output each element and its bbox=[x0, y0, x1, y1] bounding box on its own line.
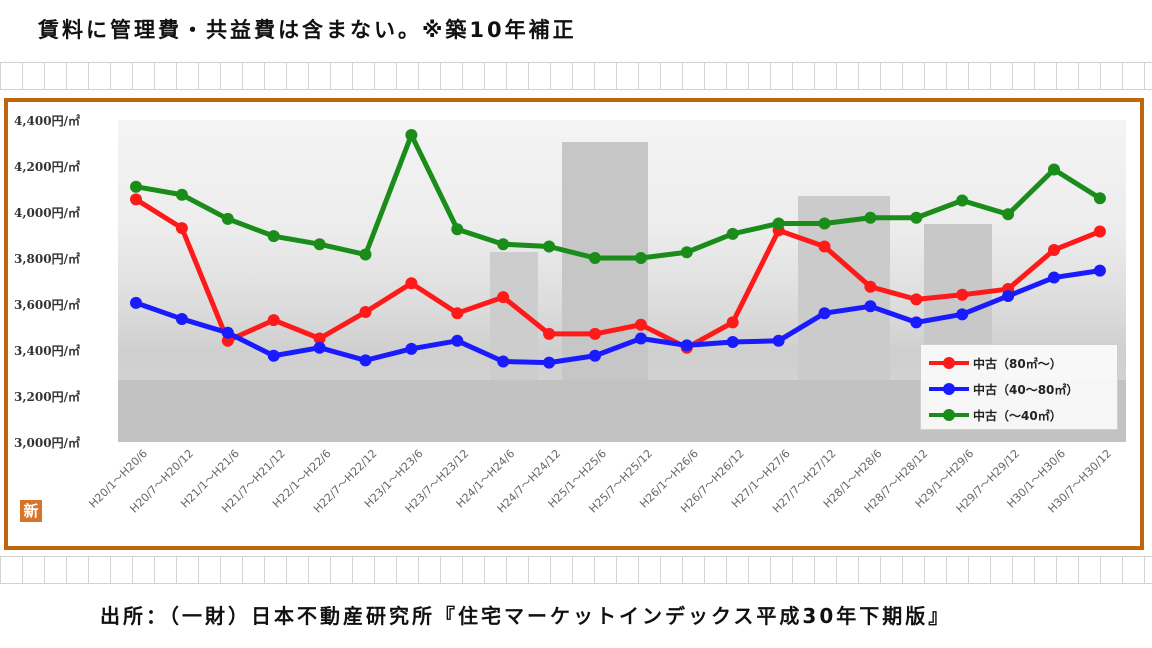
data-point bbox=[497, 355, 510, 368]
data-point bbox=[130, 296, 142, 309]
legend-entry-red: 中古（80㎡～） bbox=[929, 351, 1062, 375]
y-tick-label: 3,200円/㎡ bbox=[14, 390, 80, 404]
data-point bbox=[956, 288, 969, 301]
data-point bbox=[772, 217, 785, 230]
data-point bbox=[818, 240, 831, 253]
data-point bbox=[726, 316, 739, 329]
data-point bbox=[956, 308, 969, 321]
data-point bbox=[221, 326, 234, 339]
data-point bbox=[313, 341, 326, 354]
new-badge-icon: 新 bbox=[20, 500, 42, 522]
data-point bbox=[451, 307, 464, 320]
data-point bbox=[864, 211, 877, 224]
header-grid-band bbox=[0, 62, 1152, 90]
data-point bbox=[634, 318, 647, 331]
legend-entry-blue: 中古（40～80㎡） bbox=[929, 377, 1078, 401]
data-point bbox=[1048, 243, 1060, 256]
data-point bbox=[543, 356, 556, 369]
data-point bbox=[313, 238, 326, 251]
data-point bbox=[543, 240, 556, 253]
y-tick-label: 4,200円/㎡ bbox=[14, 160, 80, 174]
series-line-2 bbox=[135, 132, 1102, 261]
line-chart: H20/1～H20/6H20/7～H20/12H21/1～H21/6H21/7～… bbox=[87, 128, 1114, 515]
data-point bbox=[359, 354, 372, 367]
data-point bbox=[451, 223, 464, 236]
legend-label: 中古（～40㎡） bbox=[973, 408, 1062, 423]
data-point bbox=[634, 252, 647, 264]
data-point bbox=[130, 193, 142, 206]
legend-swatch-red bbox=[929, 357, 969, 369]
legend-label: 中古（80㎡～） bbox=[973, 356, 1062, 371]
chart-legend: 中古（80㎡～） 中古（40～80㎡） 中古（～40㎡） bbox=[920, 344, 1118, 430]
y-tick-label: 3,600円/㎡ bbox=[14, 298, 80, 312]
data-point bbox=[130, 180, 142, 193]
data-point bbox=[175, 188, 188, 201]
data-point bbox=[359, 306, 372, 319]
data-point bbox=[451, 334, 464, 347]
footer-grid-band bbox=[0, 556, 1152, 584]
data-point bbox=[1093, 264, 1106, 277]
data-point bbox=[267, 314, 280, 327]
chart-frame: H20/1～H20/6 H20/7～H20/12 H21/1～H21/6 H21/7～… bbox=[4, 98, 1144, 550]
data-point bbox=[726, 335, 739, 348]
data-point bbox=[405, 128, 418, 141]
series-line-1 bbox=[135, 268, 1101, 366]
source-citation: 出所：（一財）日本不動産研究所『住宅マーケットインデックス平成30年下期版』 bbox=[100, 604, 952, 628]
data-point bbox=[405, 342, 418, 355]
data-point bbox=[910, 293, 923, 306]
data-point bbox=[772, 334, 785, 347]
data-point bbox=[726, 227, 739, 240]
y-tick-label: 4,000円/㎡ bbox=[14, 206, 80, 220]
legend-swatch-green bbox=[929, 409, 969, 421]
data-point bbox=[589, 252, 601, 264]
data-point bbox=[497, 291, 510, 304]
data-point bbox=[175, 222, 188, 235]
data-point bbox=[956, 194, 969, 207]
y-tick-label: 3,400円/㎡ bbox=[14, 344, 80, 358]
data-point bbox=[267, 349, 280, 362]
data-point bbox=[1048, 163, 1060, 176]
data-point bbox=[910, 316, 923, 329]
y-tick-label: 3,800円/㎡ bbox=[14, 252, 80, 266]
data-point bbox=[818, 307, 831, 320]
data-point bbox=[589, 349, 601, 362]
data-point bbox=[543, 327, 556, 340]
data-point bbox=[1002, 208, 1015, 221]
y-tick-label: 3,000円/㎡ bbox=[14, 436, 80, 450]
data-point bbox=[497, 238, 510, 251]
data-point bbox=[680, 339, 693, 352]
data-point bbox=[405, 277, 418, 290]
legend-swatch-blue bbox=[929, 383, 969, 395]
data-point bbox=[175, 312, 188, 325]
data-point bbox=[1093, 192, 1106, 205]
data-point bbox=[589, 327, 601, 340]
data-point bbox=[313, 332, 326, 345]
data-point bbox=[680, 246, 693, 259]
data-point bbox=[221, 212, 234, 225]
data-point bbox=[1093, 225, 1106, 238]
data-point bbox=[864, 280, 877, 293]
header-note: 賃料に管理費・共益費は含まない。※築10年補正 bbox=[38, 18, 577, 42]
data-point bbox=[1048, 271, 1060, 284]
legend-label: 中古（40～80㎡） bbox=[973, 382, 1079, 397]
data-point bbox=[267, 230, 280, 243]
data-point bbox=[1002, 289, 1015, 302]
data-point bbox=[818, 217, 831, 230]
data-point bbox=[864, 300, 877, 313]
data-point bbox=[359, 248, 372, 261]
data-point bbox=[910, 211, 923, 224]
data-point bbox=[634, 332, 647, 345]
series-line-0 bbox=[134, 197, 1101, 351]
y-tick-label: 4,400円/㎡ bbox=[14, 114, 80, 128]
legend-entry-green: 中古（～40㎡） bbox=[929, 403, 1062, 427]
